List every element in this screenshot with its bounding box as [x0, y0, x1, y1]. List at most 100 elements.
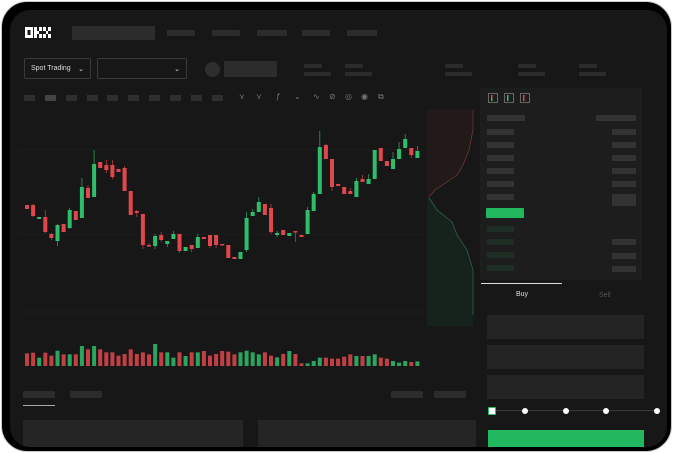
candle-up [354, 181, 359, 197]
candle-up [287, 233, 292, 236]
interval-button[interactable] [107, 95, 118, 101]
candle-up [403, 139, 408, 148]
slider-step-25[interactable] [522, 408, 528, 414]
slider-step-75[interactable] [603, 408, 609, 414]
volume-bar [366, 356, 371, 366]
candle-down [73, 211, 78, 220]
tab-sell[interactable]: Sell [599, 292, 611, 299]
interval-button[interactable] [128, 95, 139, 101]
volume-bar [336, 358, 341, 366]
nav-item[interactable] [212, 30, 240, 36]
okx-logo [25, 27, 51, 38]
settings-icon[interactable]: ◉ [361, 92, 368, 101]
pair-dropdown[interactable]: ⌄ [97, 58, 187, 79]
candle-up [366, 179, 371, 184]
volume-bar [220, 351, 225, 366]
interval-button[interactable] [24, 95, 35, 101]
study-icon[interactable]: ƒ [276, 92, 281, 101]
slider-handle[interactable] [488, 407, 496, 415]
fullscreen-icon[interactable]: ⧉ [378, 92, 384, 101]
volume-bar [311, 361, 316, 366]
nav-item[interactable] [257, 30, 287, 36]
camera-icon[interactable]: ◎ [345, 92, 352, 101]
tab-underline [23, 405, 55, 406]
candle-up [153, 236, 158, 246]
tab-open-orders[interactable] [23, 391, 55, 398]
chart-type-icon[interactable]: ⋎ [256, 92, 262, 101]
volume-bar [391, 361, 395, 366]
ask-price[interactable] [487, 168, 514, 174]
candle-down [25, 205, 29, 209]
indicator-icon[interactable]: ⋎ [239, 92, 245, 101]
nav-item[interactable] [302, 30, 330, 36]
candle-down [189, 245, 194, 249]
market-type-dropdown[interactable]: Spot Trading ⌄ [24, 58, 91, 79]
nav-item[interactable] [347, 30, 377, 36]
bid-price[interactable] [487, 252, 514, 258]
buy-button[interactable] [488, 430, 644, 447]
candle-down [98, 162, 103, 168]
candle-down [330, 159, 334, 187]
interval-button[interactable] [191, 95, 202, 101]
candle-down [336, 184, 341, 186]
volume-bar [409, 362, 414, 366]
volume-bar [415, 361, 420, 366]
tab-order-history[interactable] [70, 391, 102, 398]
orderbook-view-toggles[interactable] [488, 93, 538, 104]
candle-up [238, 252, 243, 259]
volume-bar [159, 352, 164, 366]
total-input[interactable] [487, 375, 644, 399]
bid-price[interactable] [487, 239, 514, 245]
candle-down [378, 148, 383, 161]
candlestick-chart[interactable] [10, 10, 430, 375]
volume-bar [226, 351, 231, 366]
stat-value [518, 72, 545, 76]
amount-input[interactable] [487, 345, 644, 369]
price-input[interactable] [487, 315, 644, 339]
volume-bar [79, 346, 84, 366]
volume-bar [92, 346, 97, 366]
ask-price[interactable] [487, 181, 514, 187]
ask-price[interactable] [487, 142, 514, 148]
line-tool-icon[interactable]: ∿ [313, 92, 320, 101]
ask-price[interactable] [487, 194, 514, 200]
slider-step-100[interactable] [654, 408, 660, 414]
volume-bar [323, 357, 328, 366]
depth-chart [427, 110, 474, 326]
interval-button[interactable] [66, 95, 77, 101]
candle-up [397, 149, 402, 159]
nav-item[interactable] [167, 30, 195, 36]
bid-price[interactable] [487, 265, 514, 271]
chevron-down-icon[interactable]: ⌄ [294, 92, 301, 101]
interval-button[interactable] [87, 95, 98, 101]
interval-button[interactable] [212, 95, 223, 101]
volume-bar [372, 354, 377, 366]
volume-bar [244, 350, 249, 366]
candle-down [348, 191, 353, 194]
candle-down [342, 187, 347, 194]
volume-bar [25, 353, 29, 366]
interval-button[interactable] [170, 95, 181, 101]
orderbook-header-amount [596, 115, 636, 121]
volume-bar [37, 357, 42, 366]
filter-button[interactable] [434, 391, 466, 398]
candle-up [372, 150, 377, 179]
tab-buy[interactable]: Buy [516, 291, 529, 298]
bid-price[interactable] [487, 226, 514, 232]
slider-step-50[interactable] [563, 408, 569, 414]
amount-slider[interactable] [491, 410, 658, 411]
filter-button[interactable] [391, 391, 423, 398]
search-bar[interactable] [72, 26, 155, 40]
orderbook-buy-icon [504, 93, 514, 103]
orderbook-both-icon [488, 93, 498, 103]
ask-amount [612, 181, 636, 187]
pencil-icon[interactable]: ⊘ [329, 92, 336, 101]
ask-price[interactable] [487, 155, 514, 161]
candle-down [147, 245, 151, 247]
buy-tab-underline [481, 283, 562, 284]
candle-down [134, 211, 139, 213]
interval-button-active[interactable] [45, 95, 56, 101]
ask-price[interactable] [487, 129, 514, 135]
volume-bar [73, 354, 78, 366]
interval-button[interactable] [149, 95, 160, 101]
